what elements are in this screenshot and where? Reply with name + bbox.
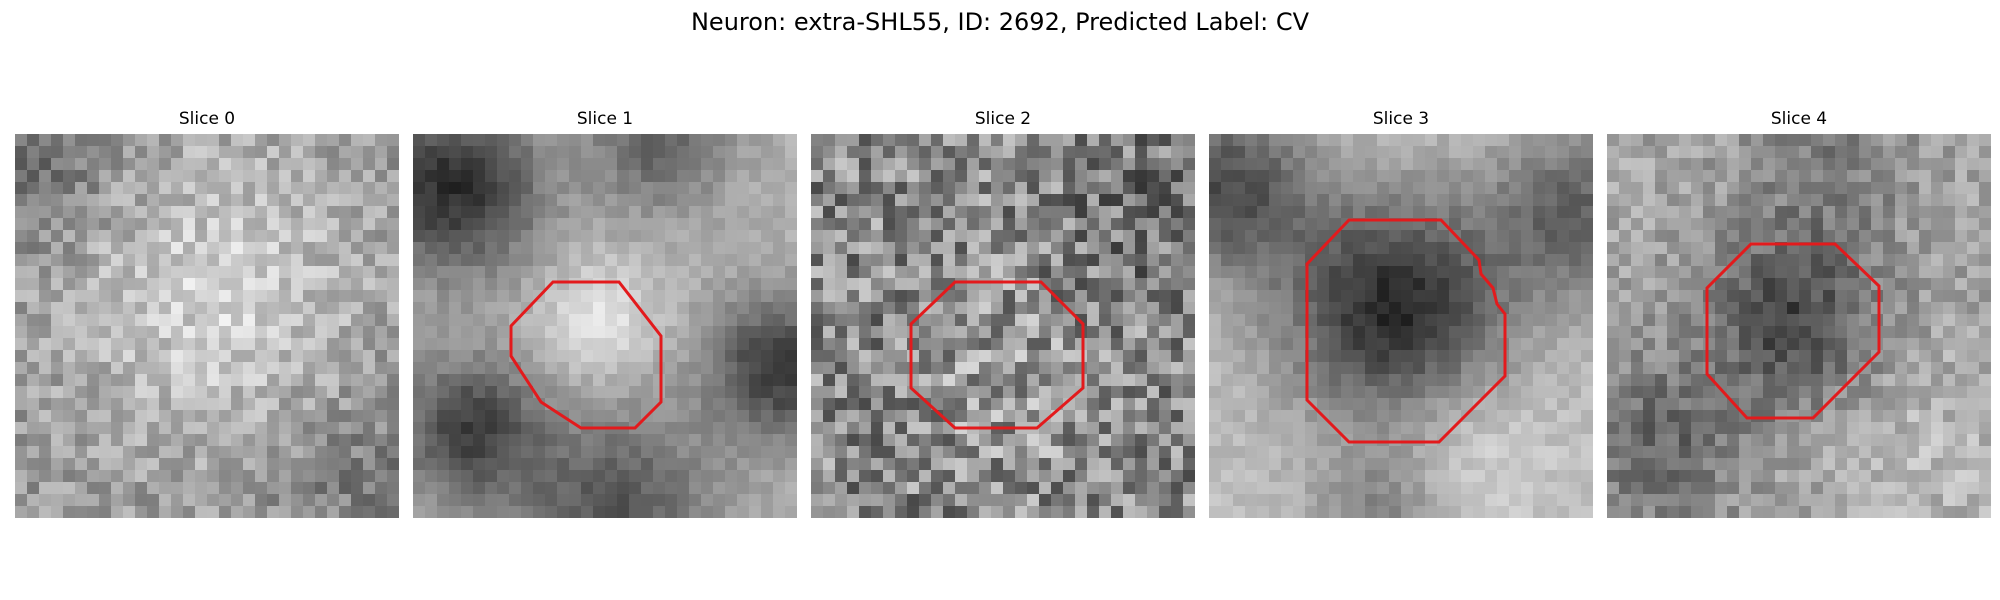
slice-pixels xyxy=(1209,134,1593,518)
figure-title: Neuron: extra-SHL55, ID: 2692, Predicted… xyxy=(690,8,1310,36)
slice-image xyxy=(1209,134,1593,518)
slice-image xyxy=(811,134,1195,518)
slice-panel-2: Slice 2 xyxy=(811,108,1195,518)
slice-panel-0: Slice 0 xyxy=(15,108,399,518)
roi-contour xyxy=(1705,242,1881,420)
slice-title: Slice 2 xyxy=(974,109,1032,129)
slice-panel-4: Slice 4 xyxy=(1607,108,1991,518)
slice-image xyxy=(413,134,797,518)
slice-image xyxy=(1607,134,1991,518)
slice-panel-3: Slice 3 xyxy=(1209,108,1593,518)
slice-title: Slice 1 xyxy=(576,109,634,129)
slice-pixels xyxy=(413,134,797,518)
slice-image xyxy=(15,134,399,518)
slice-pixels xyxy=(15,134,399,518)
roi-contour xyxy=(509,280,663,430)
roi-contour xyxy=(909,280,1085,430)
slice-panel-1: Slice 1 xyxy=(413,108,797,518)
slice-title: Slice 3 xyxy=(1372,109,1430,129)
slice-title: Slice 4 xyxy=(1770,109,1828,129)
slice-pixels xyxy=(811,134,1195,518)
roi-contour xyxy=(1305,218,1507,444)
slice-title: Slice 0 xyxy=(178,109,236,129)
slice-pixels xyxy=(1607,134,1991,518)
